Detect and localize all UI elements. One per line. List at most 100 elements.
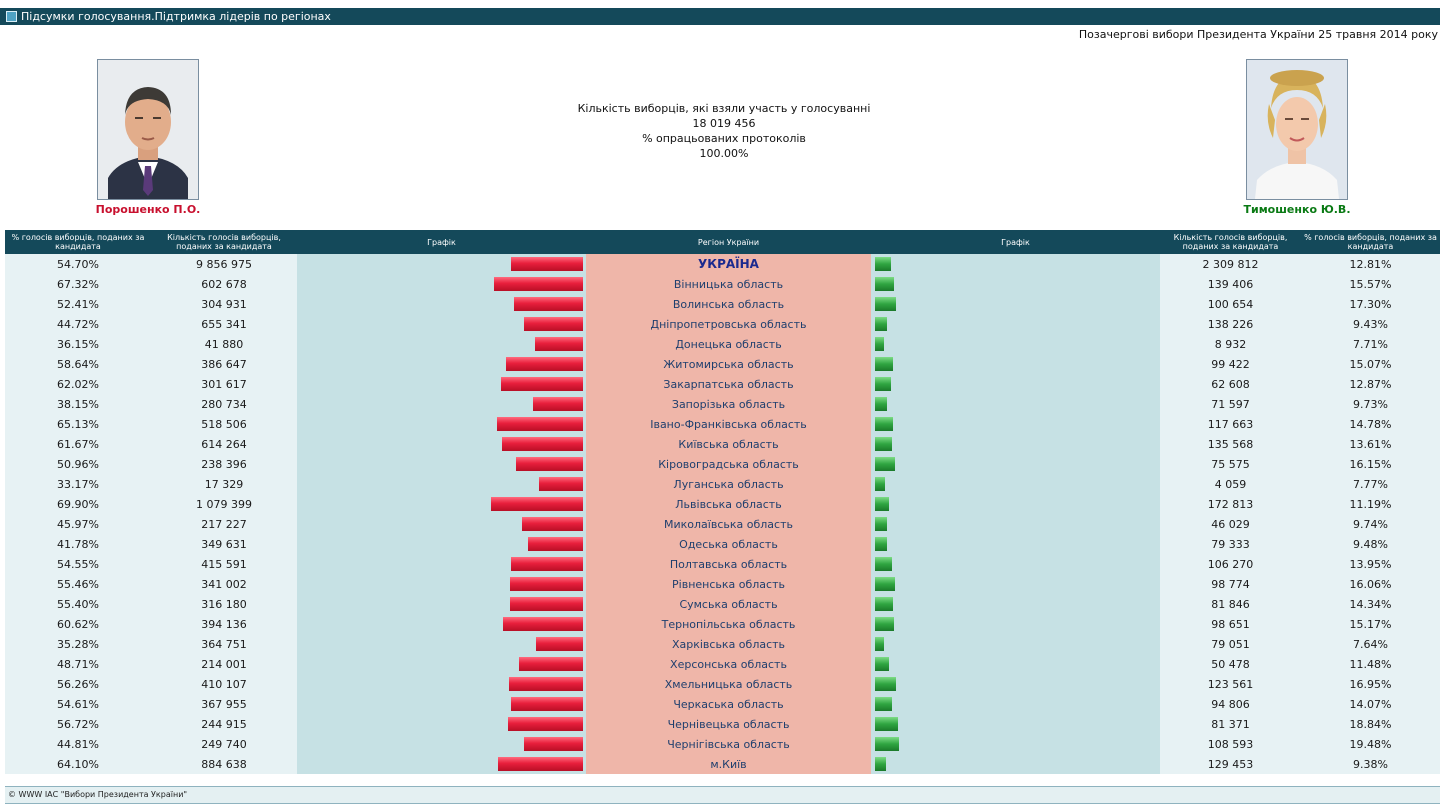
right-chart-cell — [871, 654, 1160, 674]
header-region[interactable]: Регіон України — [586, 230, 871, 254]
left-chart-cell — [297, 274, 586, 294]
right-votes-cell: 62 608 — [1160, 374, 1301, 394]
left-support-bar — [513, 297, 583, 311]
left-pct-cell: 54.55% — [5, 554, 151, 574]
right-pct-cell: 13.95% — [1301, 554, 1440, 574]
region-link[interactable]: Вінницька область — [586, 274, 871, 294]
candidate-left-name: Порошенко П.О. — [95, 203, 201, 216]
left-support-bar — [508, 677, 583, 691]
left-chart-cell — [297, 314, 586, 334]
window-title-bar: Підсумки голосування.Підтримка лідерів п… — [0, 8, 1440, 25]
region-link[interactable]: Рівненська область — [586, 574, 871, 594]
right-chart-cell — [871, 474, 1160, 494]
left-pct-cell: 61.67% — [5, 434, 151, 454]
header-left-votes[interactable]: Кількість голосів виборців, поданих за к… — [151, 230, 297, 254]
left-support-bar — [505, 357, 583, 371]
right-support-bar — [875, 517, 887, 531]
right-votes-cell: 79 333 — [1160, 534, 1301, 554]
region-link[interactable]: УКРАЇНА — [586, 254, 871, 274]
left-votes-cell: 301 617 — [151, 374, 297, 394]
right-chart-cell — [871, 634, 1160, 654]
region-link[interactable]: Харківська область — [586, 634, 871, 654]
left-votes-cell: 349 631 — [151, 534, 297, 554]
table-row: 61.67% 614 264 Київська область 135 568 13.6… — [5, 434, 1440, 454]
left-chart-cell — [297, 554, 586, 574]
region-link[interactable]: Івано-Франківська область — [586, 414, 871, 434]
table-row: 67.32% 602 678 Вінницька область 139 406 15.… — [5, 274, 1440, 294]
table-row: 60.62% 394 136 Тернопільська область 98 651… — [5, 614, 1440, 634]
left-votes-cell: 364 751 — [151, 634, 297, 654]
table-row: 65.13% 518 506 Івано-Франківська область 11… — [5, 414, 1440, 434]
left-pct-cell: 60.62% — [5, 614, 151, 634]
table-row: 55.46% 341 002 Рівненська область 98 774 16.… — [5, 574, 1440, 594]
right-support-bar — [875, 697, 893, 711]
right-support-bar — [875, 737, 899, 751]
table-row: 36.15% 41 880 Донецька область 8 932 7.71% — [5, 334, 1440, 354]
region-link[interactable]: Донецька область — [586, 334, 871, 354]
right-chart-cell — [871, 594, 1160, 614]
region-link[interactable]: Луганська область — [586, 474, 871, 494]
region-link[interactable]: Закарпатська область — [586, 374, 871, 394]
right-support-bar — [875, 657, 889, 671]
right-support-bar — [875, 497, 889, 511]
region-link[interactable]: м.Київ — [586, 754, 871, 774]
right-votes-cell: 98 774 — [1160, 574, 1301, 594]
left-pct-cell: 44.81% — [5, 734, 151, 754]
region-link[interactable]: Одеська область — [586, 534, 871, 554]
region-link[interactable]: Запорізька область — [586, 394, 871, 414]
region-link[interactable]: Чернігівська область — [586, 734, 871, 754]
region-link[interactable]: Житомирська область — [586, 354, 871, 374]
right-votes-cell: 98 651 — [1160, 614, 1301, 634]
right-pct-cell: 7.71% — [1301, 334, 1440, 354]
candidate-right-name: Тимошенко Ю.В. — [1243, 203, 1351, 216]
right-pct-cell: 12.81% — [1301, 254, 1440, 274]
header-right-pct[interactable]: % голосів виборців, поданих за кандидата — [1301, 230, 1440, 254]
region-link[interactable]: Чернівецька область — [586, 714, 871, 734]
left-votes-cell: 341 002 — [151, 574, 297, 594]
right-votes-cell: 2 309 812 — [1160, 254, 1301, 274]
region-link[interactable]: Київська область — [586, 434, 871, 454]
left-chart-cell — [297, 474, 586, 494]
right-chart-cell — [871, 334, 1160, 354]
window-icon — [6, 10, 17, 22]
right-chart-cell — [871, 434, 1160, 454]
right-chart-cell — [871, 534, 1160, 554]
left-pct-cell: 54.61% — [5, 694, 151, 714]
region-link[interactable]: Волинська область — [586, 294, 871, 314]
left-chart-cell — [297, 514, 586, 534]
right-support-bar — [875, 457, 895, 471]
header-right-chart[interactable]: Графік — [871, 230, 1160, 254]
left-support-bar — [539, 477, 583, 491]
right-pct-cell: 15.07% — [1301, 354, 1440, 374]
header-right-votes[interactable]: Кількість голосів виборців, поданих за к… — [1160, 230, 1301, 254]
table-row: 38.15% 280 734 Запорізька область 71 597 9.7… — [5, 394, 1440, 414]
left-chart-cell — [297, 394, 586, 414]
right-support-bar — [875, 577, 895, 591]
protocols-value: 100.00% — [699, 147, 749, 160]
turnout-stats: Кількість виборців, які взяли участь у г… — [520, 101, 928, 161]
region-link[interactable]: Львівська область — [586, 494, 871, 514]
left-pct-cell: 41.78% — [5, 534, 151, 554]
right-support-bar — [875, 757, 887, 771]
right-chart-cell — [871, 294, 1160, 314]
left-chart-cell — [297, 714, 586, 734]
left-votes-cell: 249 740 — [151, 734, 297, 754]
right-pct-cell: 13.61% — [1301, 434, 1440, 454]
region-link[interactable]: Херсонська область — [586, 654, 871, 674]
region-link[interactable]: Тернопільська область — [586, 614, 871, 634]
left-votes-cell: 244 915 — [151, 714, 297, 734]
region-link[interactable]: Миколаївська область — [586, 514, 871, 534]
right-chart-cell — [871, 354, 1160, 374]
right-support-bar — [875, 617, 894, 631]
region-link[interactable]: Черкаська область — [586, 694, 871, 714]
region-link[interactable]: Дніпропетровська область — [586, 314, 871, 334]
right-pct-cell: 16.15% — [1301, 454, 1440, 474]
region-link[interactable]: Полтавська область — [586, 554, 871, 574]
header-left-pct[interactable]: % голосів виборців, поданих за кандидата — [5, 230, 151, 254]
right-pct-cell: 14.78% — [1301, 414, 1440, 434]
header-left-chart[interactable]: Графік — [297, 230, 586, 254]
region-link[interactable]: Сумська область — [586, 594, 871, 614]
region-link[interactable]: Кіровоградська область — [586, 454, 871, 474]
region-link[interactable]: Хмельницька область — [586, 674, 871, 694]
left-support-bar — [518, 657, 583, 671]
